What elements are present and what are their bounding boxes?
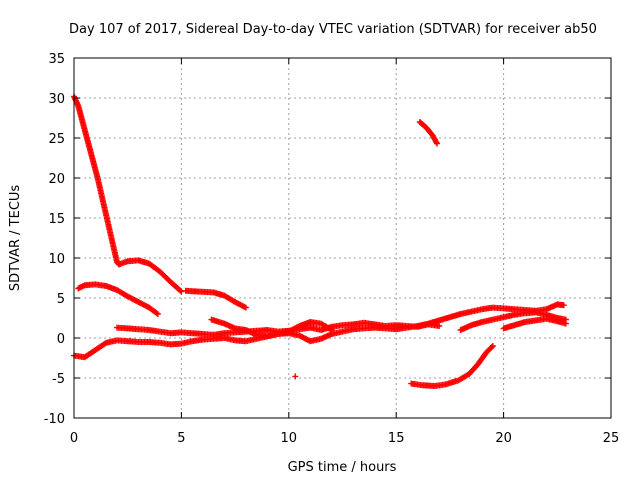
series-isolated (292, 373, 299, 380)
y-axis-label: SDTVAR / TECUs (8, 185, 23, 292)
series-hump (116, 257, 185, 295)
data-point (560, 302, 567, 309)
data-points (71, 93, 569, 389)
y-tick-label: -10 (44, 412, 65, 427)
plot-frame (73, 57, 612, 419)
y-tick-label: 25 (48, 132, 65, 147)
x-tick-label: 0 (70, 431, 78, 446)
x-axis-label: GPS time / hours (288, 460, 397, 475)
grid-lines (74, 58, 611, 418)
data-point (153, 310, 160, 317)
series-segment-5-8 (182, 287, 249, 311)
data-point (328, 327, 335, 333)
y-tick-label: 5 (57, 292, 65, 307)
x-tick-label: 20 (495, 431, 512, 446)
y-tick-label: 20 (48, 172, 65, 187)
x-tick-label: 10 (281, 431, 298, 446)
series-mid-band (75, 281, 161, 317)
data-point (488, 344, 495, 351)
series-upper-band (113, 319, 443, 338)
data-point (102, 340, 109, 347)
data-point (562, 320, 569, 327)
axis-ticks: 0 5 10 15 20 25 -10 -5 0 5 10 15 20 25 30 35 (44, 52, 620, 446)
series-high-pass-16 (416, 119, 441, 147)
y-tick-label: 35 (48, 52, 65, 67)
data-point (177, 287, 184, 294)
data-point (242, 304, 249, 311)
data-point (436, 323, 443, 329)
chart-title: Day 107 of 2017, Sidereal Day-to-day VTE… (69, 22, 597, 37)
data-point (292, 373, 299, 380)
series-spread-6-11 (208, 316, 335, 340)
data-point (154, 311, 161, 317)
series-segment-20-23 (500, 315, 569, 332)
y-tick-label: 0 (57, 332, 65, 347)
data-point (489, 343, 496, 349)
x-tick-label: 25 (603, 431, 620, 446)
series-segment-18-23 (457, 309, 569, 333)
y-tick-label: 10 (48, 252, 65, 267)
data-point (434, 140, 441, 147)
y-tick-label: 15 (48, 212, 65, 227)
series-lower-band (71, 301, 567, 361)
x-tick-label: 15 (388, 431, 405, 446)
data-point (178, 288, 185, 295)
series-low-pass-16-19 (408, 343, 496, 389)
series-steep-decay (71, 93, 123, 268)
x-tick-label: 5 (177, 431, 185, 446)
y-tick-label: -5 (52, 372, 65, 387)
y-tick-label: 30 (48, 92, 65, 107)
